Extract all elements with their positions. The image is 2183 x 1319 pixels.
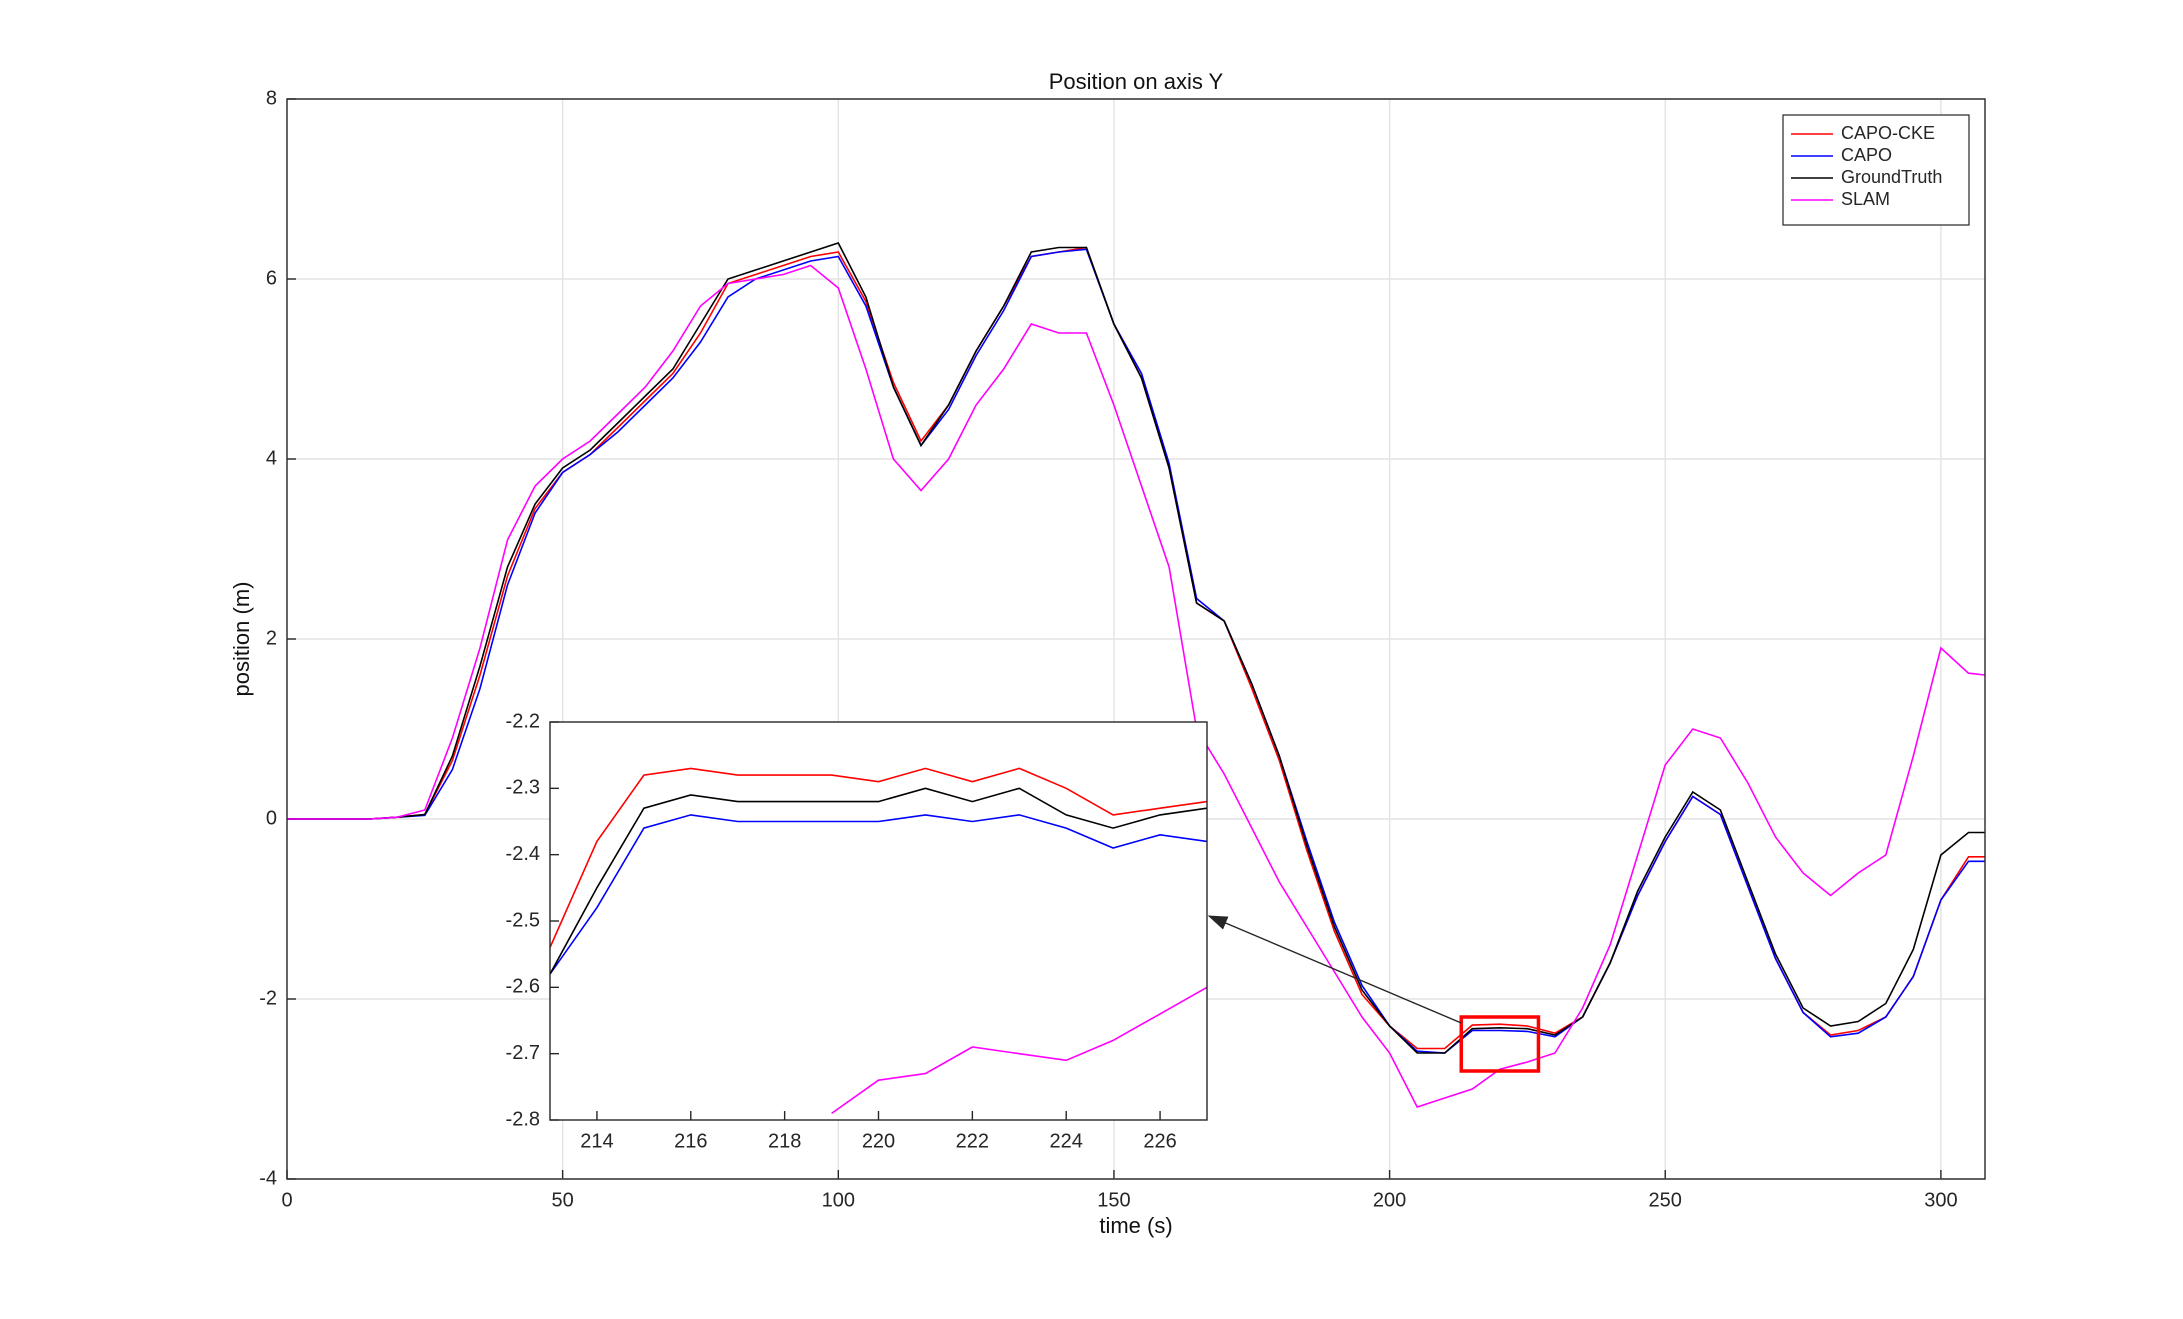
y-tick-label: 2 [266,627,277,649]
y-tick-label: 6 [266,267,277,289]
x-tick-label: 218 [768,1130,801,1152]
zoom-box [1459,1015,1541,1073]
y-tick-label: 8 [266,87,277,109]
y-tick-label: 0 [266,807,277,829]
series-line [287,248,1985,1054]
y-tick-label: -2.3 [506,777,540,799]
series-line [831,986,1207,1115]
x-tick-label: 150 [1097,1189,1130,1211]
inset-background [550,722,1207,1120]
legend-label: CAPO-CKE [1841,123,1935,143]
x-tick-label: 226 [1143,1130,1176,1152]
series-line [287,264,1985,1108]
x-tick-label: 216 [674,1130,707,1152]
y-tick-label: -2.4 [506,843,540,865]
y-tick-label: -2.2 [506,710,540,732]
legend-label: GroundTruth [1841,167,1942,187]
zoom-arrow [1207,915,1462,1024]
y-tick-label: -2.5 [506,909,540,931]
x-tick-label: 222 [956,1130,989,1152]
x-tick-label: 100 [822,1189,855,1211]
x-tick-label: 50 [552,1189,574,1211]
x-tick-label: 0 [281,1189,292,1211]
y-tick-label: -4 [259,1167,277,1189]
x-tick-label: 300 [1924,1189,1957,1211]
axes-frame [549,721,1208,1121]
x-axis-label: time (s) [1099,1213,1172,1238]
y-axis-label: position (m) [229,582,254,697]
y-tick-label: -2.6 [506,976,540,998]
legend-label: CAPO [1841,145,1892,165]
chart-title: Position on axis Y [1049,69,1224,94]
plot-area [287,242,1985,1108]
x-tick-label: 224 [1050,1130,1083,1152]
x-tick-label: 220 [862,1130,895,1152]
axes-frame [286,98,1986,1180]
x-tick-label: 200 [1373,1189,1406,1211]
plot-area [550,767,1207,1115]
y-tick-label: 4 [266,447,277,469]
x-tick-label: 250 [1649,1189,1682,1211]
series-line [550,814,1207,975]
series-line [550,787,1207,975]
y-tick-label: -2 [259,987,277,1009]
series-line [287,242,1985,1054]
legend-label: SLAM [1841,189,1890,209]
x-tick-label: 214 [580,1130,613,1152]
y-tick-label: -2.8 [506,1108,540,1130]
series-line [550,767,1207,948]
y-tick-label: -2.7 [506,1042,540,1064]
